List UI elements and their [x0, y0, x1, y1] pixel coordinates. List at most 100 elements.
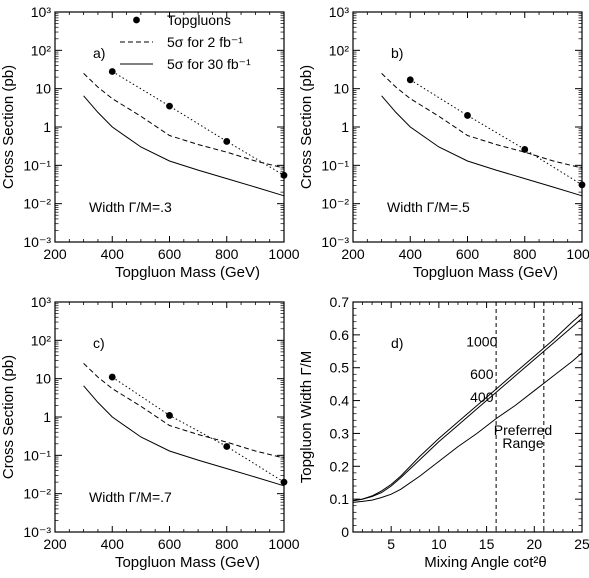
y-tick-label: 10²: [31, 332, 52, 348]
x-tick-label: 20: [527, 536, 543, 552]
topgluon-point: [223, 138, 231, 145]
y-tick-label: 0.3: [330, 425, 350, 441]
series-line-solid: [83, 95, 285, 197]
legend-label: 5σ for 2 fb⁻¹: [167, 34, 243, 50]
series-line-dots-dotted: [112, 376, 285, 483]
series-line-dashed: [381, 73, 583, 169]
x-tick-label: 400: [101, 246, 125, 262]
x-tick-label: 200: [341, 246, 365, 262]
y-tick-label: 0.5: [330, 360, 350, 376]
panel-label: d): [391, 335, 403, 351]
x-tick-label: 10: [431, 536, 447, 552]
topgluon-point: [166, 412, 173, 419]
y-tick-label: 0.6: [330, 327, 350, 343]
series-line-600: [352, 318, 583, 502]
y-tick-label: 1: [43, 119, 51, 135]
series-line-400: [352, 352, 583, 503]
curve-label-1000: 1000: [466, 333, 497, 349]
y-tick-label: 10⁻³: [23, 524, 51, 540]
x-axis-title: Topgluon Mass (GeV): [413, 264, 558, 281]
width-annotation: Width Γ/M=.5: [387, 199, 470, 215]
y-tick-label: 0: [341, 524, 349, 540]
topgluon-point: [166, 102, 173, 110]
x-tick-label: 25: [574, 536, 589, 552]
y-axis-title: Cross Section (pb): [298, 65, 315, 189]
topgluon-point: [223, 443, 231, 450]
y-tick-label: 10³: [31, 294, 52, 310]
series-line-solid: [381, 95, 583, 197]
series-line-solid: [83, 385, 285, 487]
x-tick-label: 800: [513, 246, 537, 262]
y-tick-label: 0.2: [330, 458, 350, 474]
topgluon-point: [280, 171, 288, 179]
panel-0: 200 400 600 800 1000 10⁻³ 10⁻² 10⁻¹ 1 10 10² 10³ Top…: [0, 4, 300, 281]
x-tick-label: 5: [387, 536, 395, 552]
panel-label: b): [391, 45, 403, 61]
panel-2: 200 400 600 800 1000 10⁻³ 10⁻² 10⁻¹ 1 10 10² 10³ Top…: [0, 294, 300, 571]
y-tick-label: 10⁻³: [321, 234, 349, 250]
y-tick-label: 0.7: [330, 294, 350, 310]
x-tick-label: 600: [456, 246, 480, 262]
x-axis-title: Mixing Angle cot²θ: [424, 554, 547, 571]
y-tick-label: 10: [35, 371, 51, 387]
y-axis-title: Cross Section (pb): [0, 355, 17, 479]
x-tick-label: 800: [215, 536, 239, 552]
x-tick-label: 1000: [268, 536, 299, 552]
topgluon-point: [280, 478, 288, 486]
y-tick-label: 10³: [329, 4, 350, 20]
x-tick-label: 15: [479, 536, 495, 552]
x-tick-label: 1000: [566, 246, 589, 262]
topgluon-point: [406, 76, 414, 84]
legend-label: Topgluons: [167, 12, 231, 28]
y-tick-label: 10⁻²: [321, 196, 349, 212]
series-line-1000: [352, 313, 583, 502]
y-tick-label: 10⁻¹: [23, 447, 51, 463]
y-tick-label: 10⁻²: [23, 196, 51, 212]
panel-3: 5 10 15 20 25 0 0.1 0.2 0.3 0.4 0.5 0.6 0.7 Mixing An…: [298, 294, 589, 571]
topgluon-point: [108, 373, 116, 381]
series-line-dots-dotted: [410, 79, 583, 186]
x-tick-label: 1000: [268, 246, 299, 262]
topgluon-point: [578, 181, 586, 189]
y-tick-label: 0.1: [330, 491, 350, 507]
panel-label: a): [93, 45, 105, 61]
x-tick-label: 200: [43, 246, 67, 262]
x-axis-title: Topgluon Mass (GeV): [115, 264, 260, 281]
curve-label-400: 400: [470, 389, 494, 405]
y-tick-label: 10²: [31, 42, 52, 58]
topgluon-point: [108, 68, 116, 75]
topgluon-point: [521, 146, 529, 153]
x-axis-title: Topgluon Mass (GeV): [115, 554, 260, 571]
y-axis-title: Cross Section (pb): [0, 65, 17, 189]
topgluon-point: [464, 112, 471, 119]
width-annotation: Width Γ/M=.3: [89, 199, 172, 215]
y-tick-label: 10: [35, 81, 51, 97]
x-tick-label: 400: [101, 536, 125, 552]
x-tick-label: 600: [158, 246, 182, 262]
y-tick-label: 10: [333, 81, 349, 97]
series-line-dashed: [83, 363, 285, 459]
panel-label: c): [93, 335, 105, 351]
x-tick-label: 600: [158, 536, 182, 552]
panel-1: 200 400 600 800 1000 10⁻³ 10⁻² 10⁻¹ 1 10 10² 10³ Top…: [298, 4, 589, 281]
y-tick-label: 10⁻³: [23, 234, 51, 250]
y-tick-label: 10²: [329, 42, 350, 58]
y-tick-label: 0.4: [330, 393, 350, 409]
y-tick-label: 1: [43, 409, 51, 425]
y-tick-label: 10⁻²: [23, 486, 51, 502]
y-tick-label: 10³: [31, 4, 52, 20]
width-annotation: Width Γ/M=.7: [89, 489, 172, 505]
y-tick-label: 10⁻¹: [321, 157, 349, 173]
curve-label-600: 600: [470, 366, 494, 382]
series-line-dashed: [83, 73, 285, 169]
x-tick-label: 400: [399, 246, 423, 262]
series-line-dots-dotted: [112, 71, 285, 176]
y-axis-title: Topgluon Width Γ/M: [298, 351, 315, 484]
legend-marker-topgluons: [133, 16, 140, 24]
preferred-label: Preferred: [494, 422, 552, 438]
y-tick-label: 1: [341, 119, 349, 135]
legend-label: 5σ for 30 fb⁻¹: [167, 56, 251, 72]
x-tick-label: 200: [43, 536, 67, 552]
x-tick-label: 800: [215, 246, 239, 262]
